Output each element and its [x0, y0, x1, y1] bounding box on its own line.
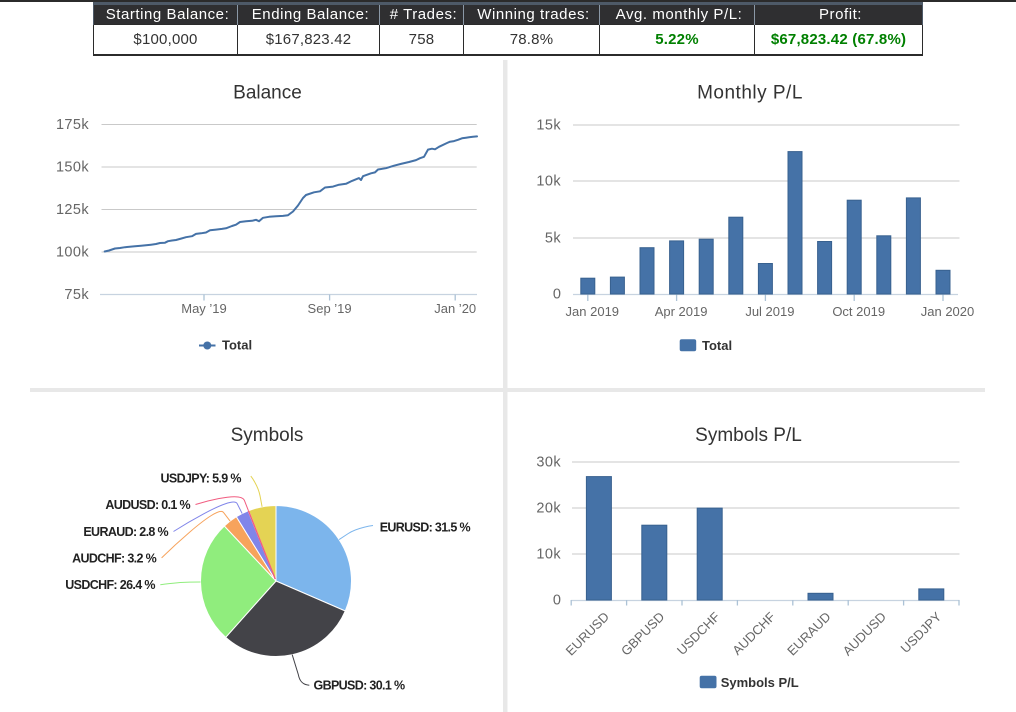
svg-text:Jan 2020: Jan 2020 — [921, 304, 975, 319]
svg-text:0: 0 — [553, 593, 561, 609]
svg-text:Symbols P/L: Symbols P/L — [721, 675, 799, 690]
svg-text:5k: 5k — [545, 231, 561, 247]
svg-text:15k: 15k — [536, 118, 561, 134]
svg-text:May ’19: May ’19 — [181, 301, 227, 316]
svg-text:GBPUSD: GBPUSD — [618, 609, 667, 658]
svg-text:10k: 10k — [536, 547, 561, 563]
svg-text:EURAUD: 2.8 %: EURAUD: 2.8 % — [83, 525, 168, 539]
svg-text:Balance: Balance — [233, 83, 302, 104]
svg-text:Monthly P/L: Monthly P/L — [697, 83, 803, 104]
svg-text:USDCHF: USDCHF — [674, 609, 723, 658]
svg-text:125k: 125k — [56, 202, 89, 218]
svg-text:GBPUSD: 30.1 %: GBPUSD: 30.1 % — [314, 679, 405, 693]
svg-text:USDCHF: 26.4 %: USDCHF: 26.4 % — [65, 578, 155, 592]
svg-text:EURUSD: EURUSD — [563, 609, 612, 658]
svg-text:100k: 100k — [56, 245, 89, 261]
svg-text:AUDCHF: 3.2 %: AUDCHF: 3.2 % — [72, 551, 156, 565]
svg-text:AUDUSD: AUDUSD — [840, 609, 889, 658]
svg-text:Jul 2019: Jul 2019 — [745, 304, 794, 319]
svg-text:Sep ’19: Sep ’19 — [308, 301, 352, 316]
svg-text:Symbols: Symbols — [231, 425, 304, 446]
svg-text:Jan ’20: Jan ’20 — [434, 301, 476, 316]
svg-text:150k: 150k — [56, 160, 89, 176]
svg-text:EURAUD: EURAUD — [784, 609, 833, 658]
svg-text:EURUSD: 31.5 %: EURUSD: 31.5 % — [380, 520, 471, 534]
svg-text:Oct 2019: Oct 2019 — [832, 304, 885, 319]
svg-text:10k: 10k — [536, 174, 561, 190]
svg-text:USDJPY: USDJPY — [898, 609, 945, 656]
svg-text:AUDUSD: 0.1 %: AUDUSD: 0.1 % — [105, 498, 190, 512]
svg-text:AUDCHF: AUDCHF — [729, 609, 778, 658]
svg-text:Jan 2019: Jan 2019 — [566, 304, 620, 319]
svg-text:USDJPY: 5.9 %: USDJPY: 5.9 % — [161, 472, 242, 486]
svg-text:0: 0 — [553, 287, 561, 303]
svg-text:Total: Total — [222, 338, 252, 353]
svg-text:Total: Total — [702, 338, 732, 353]
svg-text:75k: 75k — [64, 287, 89, 303]
svg-text:30k: 30k — [536, 455, 561, 471]
svg-text:Apr 2019: Apr 2019 — [655, 304, 708, 319]
svg-text:Symbols P/L: Symbols P/L — [695, 425, 802, 446]
svg-text:20k: 20k — [536, 501, 561, 517]
svg-text:175k: 175k — [56, 117, 89, 133]
